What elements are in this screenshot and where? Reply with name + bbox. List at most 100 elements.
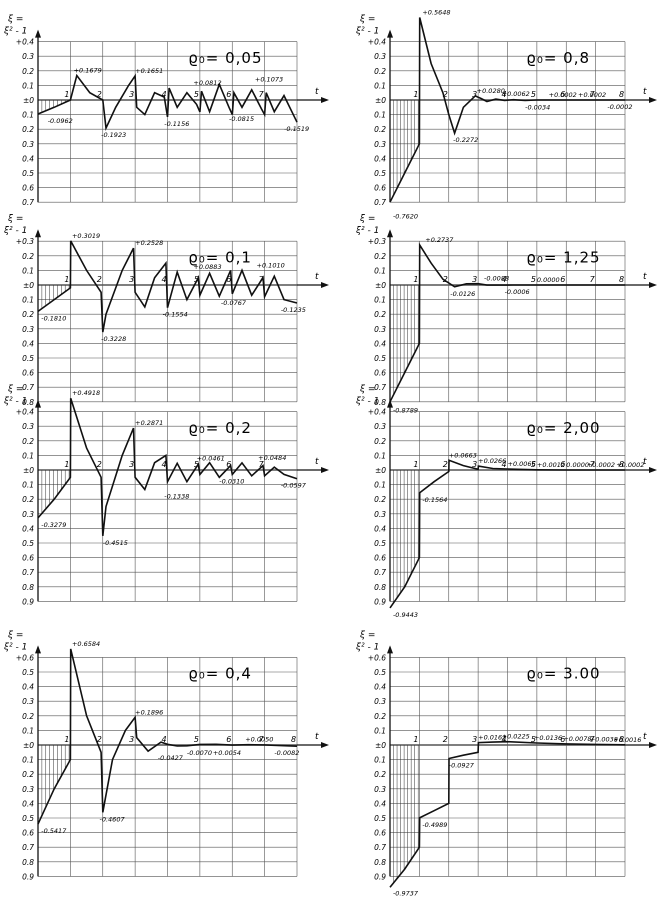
- y-tick-label: +0.3: [16, 237, 34, 246]
- x-tick-label: 2: [97, 460, 102, 469]
- y-tick-label: 0.5: [22, 169, 34, 178]
- y-tick-label: 0.3: [374, 140, 386, 149]
- data-label: -0.4515: [103, 539, 128, 547]
- y-tick-label: 0.1: [374, 81, 386, 90]
- data-label: +0.5648: [422, 9, 450, 17]
- y-tick-label: 0.4: [374, 683, 386, 692]
- x-tick-label: 3: [472, 275, 477, 284]
- y-tick-label: 0.1: [22, 451, 34, 460]
- data-label: +0.0162: [478, 734, 506, 742]
- y-tick-label: 0.2: [374, 125, 386, 134]
- series-line: [389, 17, 625, 203]
- data-label: -0.1519: [284, 125, 309, 133]
- data-label: -0.1923: [101, 131, 126, 139]
- x-tick-label: 2: [443, 90, 448, 99]
- chart-panel-8: +0.6 0.5 0.4 0.3 0.2 0.1 ±0 0.1 0.2 0.3 0.4 0.5 0.6 0…: [355, 630, 657, 898]
- data-label: +0.0062: [502, 90, 530, 98]
- chart-panel-6: +0.4 0.3 0.2 0.1 ±0 0.1 0.2 0.3 0.4 0.5 0.6 0.7 0.8 0…: [355, 385, 657, 619]
- data-label: -0.0006: [505, 288, 530, 296]
- y-axis-symbol: ξ =: [359, 630, 375, 640]
- data-label: -0.0767: [221, 299, 247, 307]
- y-tick-label: 0.1: [374, 726, 386, 735]
- x-tick-label: 3: [129, 275, 134, 284]
- y-tick-label: 0.6: [374, 554, 386, 563]
- x-axis-arrow-icon: [321, 742, 329, 748]
- y-tick-label: 0.2: [22, 252, 34, 261]
- y-tick-label: 0.6: [374, 829, 386, 838]
- x-tick-label: 6: [560, 90, 565, 99]
- data-label: -0.9443: [393, 611, 418, 619]
- x-axis-label: t: [315, 732, 319, 742]
- y-tick-label: 0.4: [22, 799, 34, 808]
- data-label: +0.2737: [425, 236, 454, 244]
- y-tick-label: 0.3: [22, 52, 34, 61]
- x-tick-label: 8: [619, 735, 624, 744]
- x-tick-label: 1: [64, 275, 69, 284]
- y-tick-label: 0.1: [374, 266, 386, 275]
- y-tick-label: 0.6: [22, 184, 34, 193]
- x-tick-label: 1: [64, 735, 69, 744]
- y-tick-label: 0.1: [374, 756, 386, 765]
- y-tick-label: 0.2: [22, 67, 34, 76]
- y-tick-label: 0.4: [374, 154, 386, 163]
- x-axis-arrow-icon: [649, 282, 657, 288]
- y-axis-symbol: ξ =: [359, 214, 375, 224]
- data-label: +0.0663: [449, 451, 477, 459]
- y-tick-label: 0.4: [374, 339, 386, 348]
- y-tick-label: 0.2: [374, 67, 386, 76]
- y-axis-label: ξ² - 1: [3, 642, 27, 652]
- x-tick-label: 8: [291, 735, 296, 744]
- y-tick-label: 0.3: [374, 697, 386, 706]
- y-tick-label: +0.3: [368, 237, 386, 246]
- y-tick-label: 0.1: [374, 111, 386, 120]
- y-axis-symbol: ξ =: [359, 15, 375, 25]
- chart-panel-1: +0.4 0.3 0.2 0.1 ±0 0.1 0.2 0.3 0.4 0.5 0.6 0.7 ξ = ξ…: [3, 15, 329, 207]
- data-label: +0.0002: [578, 91, 606, 99]
- y-tick-label: 0.5: [374, 814, 386, 823]
- y-tick-label: 0.2: [374, 712, 386, 721]
- y-tick-label: 0.2: [22, 495, 34, 504]
- x-tick-label: 8: [619, 275, 624, 284]
- data-label: -0.1338: [164, 493, 189, 501]
- y-axis-label: ξ² - 1: [3, 226, 27, 236]
- y-tick-label: +0.6: [368, 653, 386, 662]
- y-axis-arrow-icon: [35, 399, 41, 408]
- data-label: +0.3019: [72, 232, 100, 240]
- data-label: -0.0815: [229, 115, 254, 123]
- y-tick-label: 0.7: [22, 383, 34, 392]
- y-tick-label: 0.2: [374, 437, 386, 446]
- x-tick-label: 8: [619, 90, 624, 99]
- x-tick-label: 6: [560, 275, 565, 284]
- data-label: +0.0883: [193, 263, 221, 271]
- x-tick-label: 1: [64, 90, 69, 99]
- y-tick-label: +0.6: [16, 653, 34, 662]
- series-line: [389, 740, 626, 888]
- y-axis-arrow-icon: [387, 645, 393, 654]
- x-axis-arrow-icon: [649, 467, 657, 473]
- x-tick-label: 6: [560, 735, 565, 744]
- y-axis-arrow-icon: [35, 645, 41, 654]
- x-tick-label: 5: [194, 735, 199, 744]
- y-axis-label: ξ² - 1: [3, 397, 27, 407]
- rho-label: ϱ₀= 0,8: [526, 49, 590, 67]
- y-tick-label: 0.5: [22, 354, 34, 363]
- chart-panel-2: +0.4 0.3 0.2 0.1 ±0 0.1 0.2 0.3 0.4 0.5 0.6 0.7 ξ = ξ…: [355, 9, 657, 221]
- rho-label: ϱ₀= 0,2: [188, 419, 252, 437]
- data-label: -0.4607: [100, 815, 126, 823]
- x-tick-label: 6: [226, 460, 231, 469]
- series-line: [37, 73, 298, 132]
- y-tick-label: 0.5: [374, 539, 386, 548]
- x-tick-label: 5: [531, 90, 536, 99]
- data-label: +0.1651: [135, 67, 163, 75]
- x-tick-label: 5: [531, 735, 536, 744]
- x-tick-label: 1: [413, 90, 418, 99]
- y-tick-label: 0.5: [374, 668, 386, 677]
- y-tick-label-zero: ±0: [375, 96, 386, 105]
- data-label: -0.1564: [422, 496, 447, 504]
- data-label: -0.9737: [393, 890, 419, 898]
- data-label: +0.1073: [255, 75, 283, 83]
- chart-panel-5: +0.4 0.3 0.2 0.1 ±0 0.1 0.2 0.3 0.4 0.5 0.6 0.7 0.8 0…: [3, 385, 329, 606]
- y-tick-label: 0.8: [374, 398, 386, 407]
- chart-panel-7: +0.6 0.5 0.4 0.3 0.2 0.1 ±0 0.1 0.2 0.3 0.4 0.5 0.6 0…: [3, 630, 329, 881]
- y-tick-label: +0.4: [16, 408, 34, 417]
